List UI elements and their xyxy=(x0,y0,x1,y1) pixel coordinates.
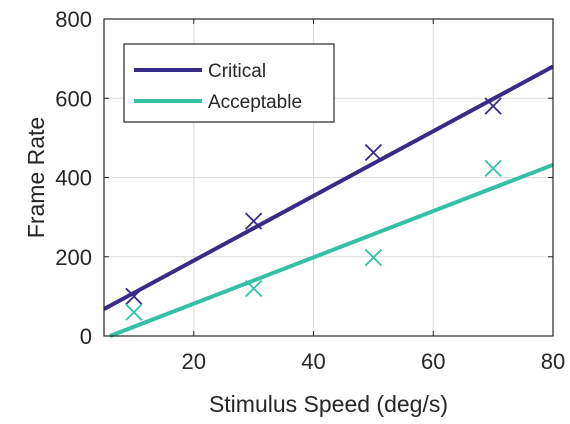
legend: Critical Acceptable xyxy=(123,43,335,123)
data-point-critical xyxy=(125,287,143,306)
y-tick-label: 400 xyxy=(55,166,92,191)
y-tick-label: 200 xyxy=(55,245,92,270)
legend-box xyxy=(123,43,335,123)
legend-label-acceptable: Acceptable xyxy=(208,92,302,113)
x-tick-label: 40 xyxy=(301,349,325,374)
x-tick-label: 80 xyxy=(541,349,565,374)
series-layer xyxy=(103,64,554,338)
x-axis-label: Stimulus Speed (deg/s) xyxy=(209,391,448,417)
data-point-acceptable xyxy=(245,279,263,298)
y-tick-label: 600 xyxy=(55,86,92,111)
data-point-acceptable xyxy=(484,159,502,178)
data-point-critical xyxy=(245,212,263,230)
data-point-acceptable xyxy=(364,248,383,267)
data-point-acceptable xyxy=(125,303,143,321)
y-tick-label: 0 xyxy=(80,324,92,349)
legend-label-critical: Critical xyxy=(208,61,266,82)
fit-line-acceptable xyxy=(109,162,554,338)
y-axis-label: Frame Rate xyxy=(23,117,49,238)
x-tick-label: 20 xyxy=(182,349,206,374)
fit-line-critical xyxy=(103,64,554,311)
y-tick-label: 800 xyxy=(55,7,92,32)
data-point-critical xyxy=(364,143,383,162)
x-tick-label: 60 xyxy=(421,349,445,374)
data-point-critical xyxy=(484,97,502,115)
